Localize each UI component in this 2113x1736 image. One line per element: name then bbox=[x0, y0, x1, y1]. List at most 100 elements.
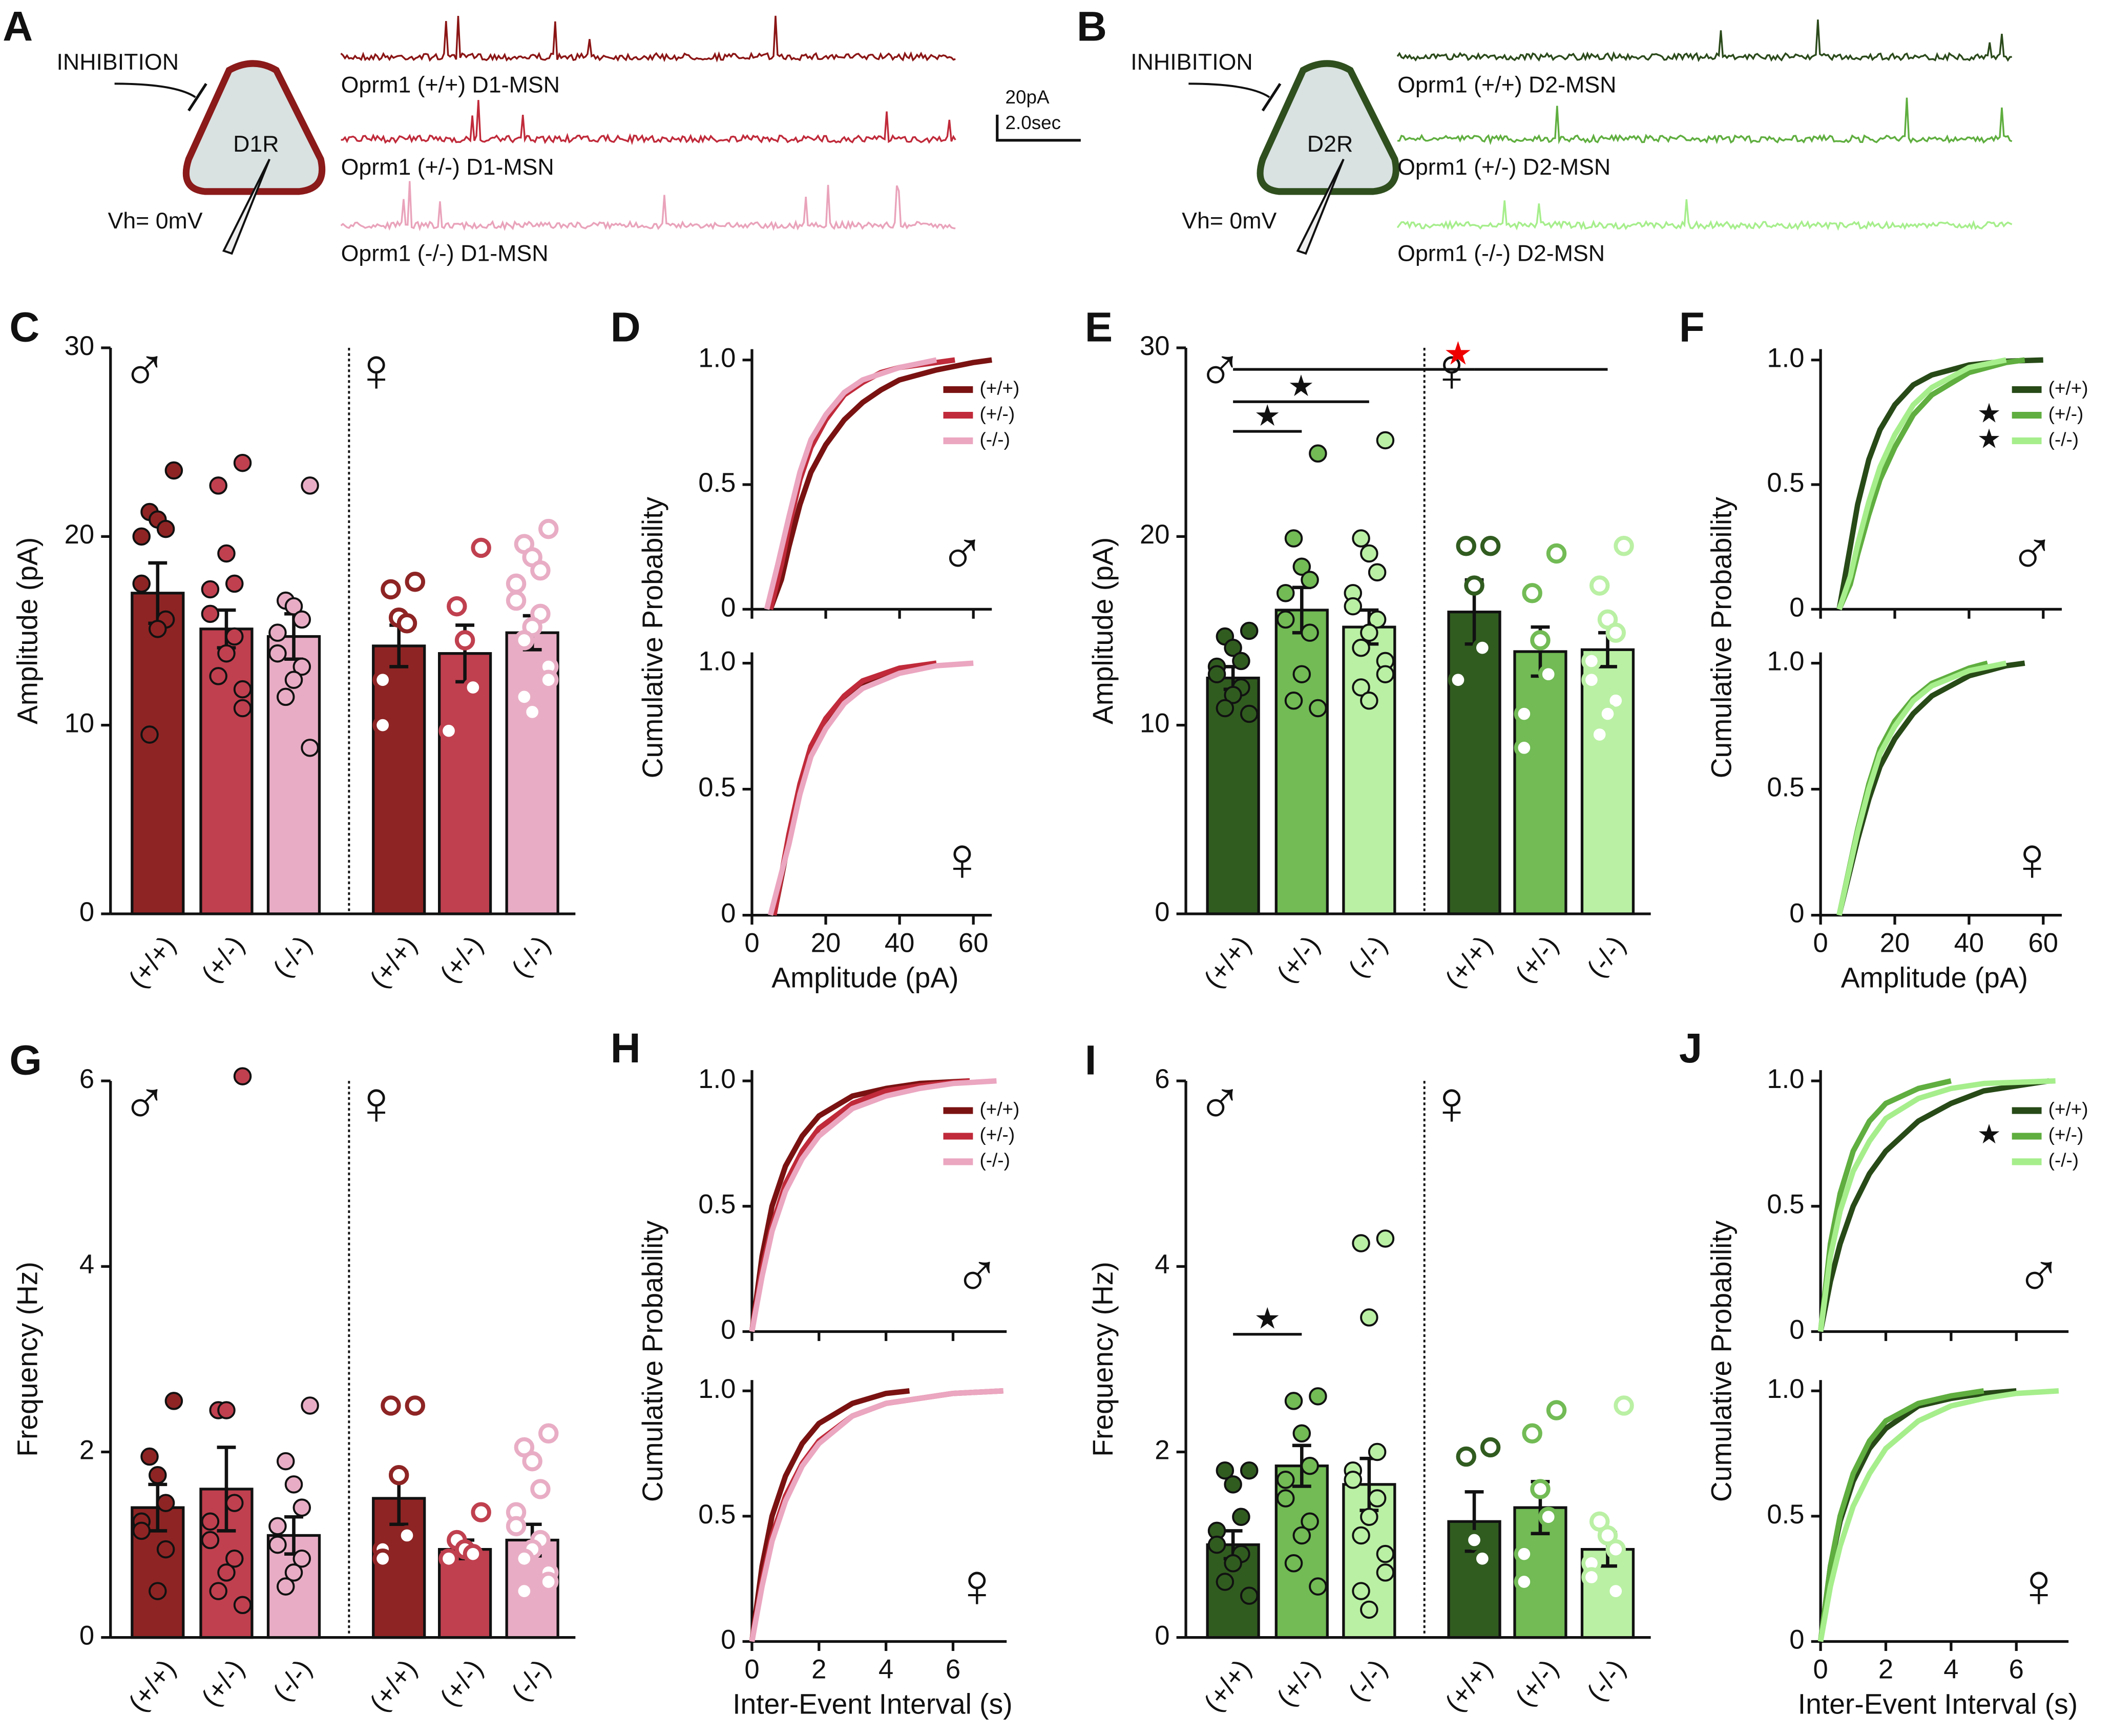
data-point bbox=[1605, 1581, 1626, 1601]
sex-symbol: ♀ bbox=[2016, 1551, 2062, 1620]
x-tick-label: 20 bbox=[811, 928, 841, 958]
cdf-curve bbox=[1817, 1078, 2049, 1332]
significance-star: ★ bbox=[1288, 370, 1314, 403]
y-axis-label: Amplitude (pA) bbox=[1087, 537, 1119, 724]
x-tick-label: 0 bbox=[1813, 928, 1828, 958]
data-point bbox=[1472, 1549, 1493, 1569]
x-tick-label: (-/-) bbox=[267, 1654, 318, 1707]
inhibition-bar bbox=[187, 82, 207, 112]
data-point bbox=[1224, 638, 1242, 657]
y-tick-label: 2 bbox=[1155, 1435, 1169, 1465]
data-point bbox=[1216, 1573, 1235, 1591]
y-tick-label: 10 bbox=[1140, 708, 1170, 739]
data-point bbox=[1309, 1387, 1327, 1406]
y-tick-label: 0.5 bbox=[1767, 1499, 1804, 1530]
data-point bbox=[217, 544, 236, 563]
bar bbox=[372, 644, 426, 915]
data-point bbox=[438, 1549, 459, 1569]
data-point bbox=[1276, 1471, 1295, 1489]
data-point bbox=[471, 1502, 491, 1522]
data-point bbox=[276, 1577, 295, 1596]
trace-label: Oprm1 (+/-) D1-MSN bbox=[341, 155, 554, 180]
bar bbox=[1580, 648, 1635, 915]
y-tick-label: 4 bbox=[79, 1249, 94, 1280]
data-point bbox=[388, 1465, 409, 1486]
data-point bbox=[1284, 529, 1303, 548]
data-point bbox=[201, 580, 220, 599]
cdf-curve bbox=[749, 1388, 1003, 1642]
holding-label: Vh= 0mV bbox=[108, 208, 202, 234]
data-point bbox=[149, 1582, 167, 1600]
scale-label: 2.0sec bbox=[1006, 112, 1061, 133]
data-point bbox=[1514, 1572, 1535, 1592]
data-point bbox=[530, 1479, 551, 1499]
x-tick-label: 6 bbox=[946, 1654, 960, 1684]
y-tick-label: 1.0 bbox=[698, 1064, 736, 1094]
data-point bbox=[514, 1581, 535, 1601]
legend-label: (-/-) bbox=[2048, 429, 2079, 450]
data-point bbox=[268, 1535, 287, 1554]
cdf-curve bbox=[749, 1078, 970, 1332]
panel-label: A bbox=[3, 4, 33, 50]
data-point bbox=[1352, 1526, 1370, 1545]
data-point bbox=[164, 1392, 183, 1410]
sex-symbol: ♂ bbox=[2016, 1240, 2062, 1310]
x-tick-label: 4 bbox=[878, 1654, 893, 1684]
data-point bbox=[372, 670, 393, 690]
x-tick-label: (+/-) bbox=[1510, 930, 1564, 988]
legend-label: (-/-) bbox=[980, 429, 1010, 450]
x-tick-label: (+/-) bbox=[196, 1654, 250, 1712]
data-point bbox=[514, 686, 535, 707]
sex-symbol: ♀ bbox=[2009, 824, 2056, 894]
trace-label: Oprm1 (+/+) D2-MSN bbox=[1397, 72, 1616, 97]
data-point bbox=[225, 574, 244, 593]
data-point bbox=[284, 671, 303, 689]
y-axis-label: Amplitude (pA) bbox=[11, 537, 43, 724]
x-tick-label: (-/-) bbox=[1581, 1654, 1632, 1707]
pipette bbox=[1296, 158, 1345, 255]
data-point bbox=[1538, 1507, 1559, 1527]
data-point bbox=[381, 1395, 401, 1416]
trace-label: Oprm1 (+/+) D1-MSN bbox=[341, 72, 560, 97]
data-point bbox=[1352, 638, 1370, 657]
data-point bbox=[292, 1498, 311, 1517]
data-point bbox=[1224, 685, 1242, 704]
data-point bbox=[405, 1395, 425, 1416]
data-point bbox=[233, 680, 252, 699]
sex-symbol: ♂ bbox=[121, 1068, 168, 1138]
data-point bbox=[1597, 703, 1618, 724]
data-point bbox=[1216, 699, 1235, 718]
data-point bbox=[1284, 692, 1303, 710]
y-tick-label: 10 bbox=[65, 708, 95, 739]
x-tick-label: (+/-) bbox=[1271, 930, 1326, 988]
trace bbox=[1396, 199, 2013, 231]
significance-star: ★ bbox=[1443, 336, 1473, 371]
x-tick-label: 4 bbox=[1943, 1654, 1958, 1684]
sex-symbol: ♂ bbox=[1197, 1068, 1243, 1138]
y-tick-label: 1.0 bbox=[698, 343, 736, 373]
cdf-curve bbox=[1836, 357, 2007, 611]
data-point bbox=[1276, 1489, 1295, 1508]
x-tick-label: 0 bbox=[1813, 1654, 1828, 1684]
data-point bbox=[1232, 1508, 1250, 1526]
data-point bbox=[1240, 1461, 1259, 1480]
y-axis-label: Frequency (Hz) bbox=[1087, 1262, 1119, 1457]
data-point bbox=[217, 1563, 236, 1582]
data-point bbox=[1292, 557, 1311, 576]
data-point bbox=[209, 1582, 227, 1600]
cdf-curve bbox=[1817, 1078, 1952, 1332]
data-point bbox=[1352, 529, 1370, 548]
bar bbox=[1274, 609, 1329, 915]
pipette bbox=[222, 158, 270, 255]
data-point bbox=[372, 1549, 393, 1569]
data-point bbox=[1376, 1563, 1395, 1582]
x-tick-label: 6 bbox=[2009, 1654, 2024, 1684]
y-tick-label: 2 bbox=[79, 1435, 94, 1465]
cell bbox=[1257, 60, 1399, 195]
y-tick-label: 0 bbox=[721, 592, 736, 622]
data-point bbox=[1581, 670, 1602, 690]
data-point bbox=[156, 519, 175, 538]
x-tick-label: (+/-) bbox=[434, 930, 489, 988]
data-point bbox=[1240, 1586, 1259, 1605]
scale-label: 20pA bbox=[1006, 87, 1050, 108]
